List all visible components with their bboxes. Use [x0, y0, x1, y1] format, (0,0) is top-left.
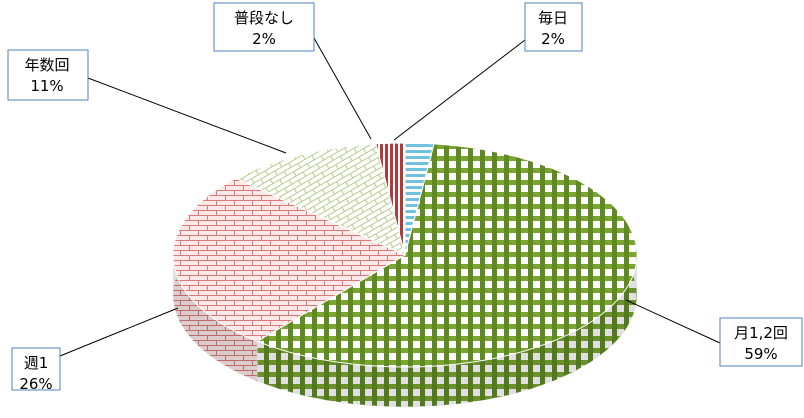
- slice-category-label: 毎日: [538, 9, 568, 27]
- data-label-4: 年数回 11%: [7, 49, 89, 101]
- pie-slice-5: [375, 142, 406, 256]
- slice-percent-label: 59%: [744, 345, 777, 363]
- leader-line-2: [625, 299, 721, 344]
- slice-percent-label: 26%: [19, 375, 52, 393]
- slice-category-label: 月1,2回: [734, 324, 788, 342]
- data-label-2: 月1,2回 59%: [719, 317, 803, 367]
- data-label-box: [7, 49, 89, 101]
- data-label-box: [524, 2, 583, 52]
- data-label-box: [213, 2, 315, 52]
- slice-percent-label: 11%: [30, 77, 63, 95]
- leader-line-3: [59, 307, 179, 357]
- slice-category-label: 普段なし: [234, 9, 294, 27]
- data-label-1: 毎日 2%: [524, 2, 583, 52]
- pie-slice-2: [255, 143, 638, 368]
- slice-category-label: 年数回: [24, 56, 69, 74]
- data-label-box: [719, 317, 803, 367]
- slice-percent-label: 2%: [541, 30, 565, 48]
- leader-line-1: [393, 39, 526, 141]
- leader-line-5: [313, 37, 372, 140]
- leader-line-4: [87, 77, 287, 154]
- leader-lines: [59, 37, 721, 357]
- pie-tops: [172, 142, 638, 368]
- pie-slice-3: [172, 177, 407, 342]
- data-label-box: [11, 347, 61, 391]
- data-label-5: 普段なし 2%: [213, 2, 315, 52]
- slice-category-label: 週1: [24, 354, 49, 372]
- pie-rim-shade: [173, 255, 637, 407]
- pie-slice-4: [234, 143, 406, 256]
- slice-percent-label: 2%: [252, 30, 276, 48]
